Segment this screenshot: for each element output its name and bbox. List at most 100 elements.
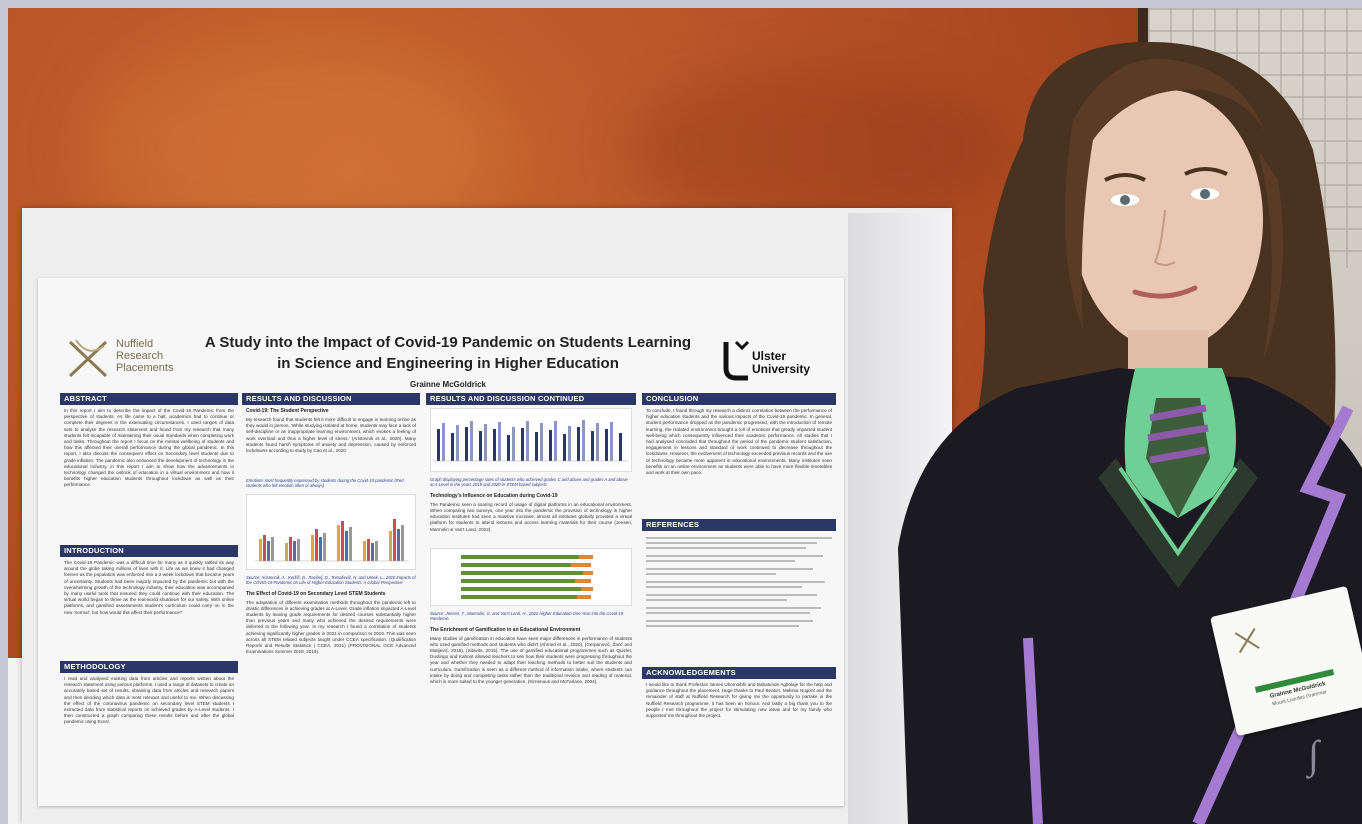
- abstract-heading: ABSTRACT: [60, 393, 238, 405]
- chart-bar: [345, 530, 348, 561]
- nuffield-logo: Nuffield Research Placements: [66, 336, 196, 382]
- mouth: [1132, 285, 1198, 299]
- chart-bar: [461, 586, 581, 591]
- title-line-2: in Science and Engineering in Higher Edu…: [277, 355, 619, 372]
- photo-frame: Nuffield Research Placements A Study int…: [8, 8, 1362, 824]
- acknowledgements-body: I would like to thank Professor James Uh…: [646, 682, 832, 719]
- poster-author: Grainne McGoldrick: [409, 380, 487, 389]
- chart-bar: [582, 420, 585, 461]
- chart-bar: [577, 427, 580, 461]
- chart-bar: [397, 528, 400, 561]
- chart-bar: [271, 536, 274, 561]
- lapel-stripe: [1023, 637, 1043, 824]
- ulster-text-line: Ulster: [752, 349, 787, 363]
- acknowledgements-heading: ACKNOWLEDGEMENTS: [642, 667, 836, 679]
- platform-chart-source: Source: Jensen, T., Marmolin, G. and Van…: [430, 610, 624, 622]
- chart-bar: [315, 528, 318, 561]
- column-1: ABSTRACT In this report I aim to describ…: [60, 393, 238, 759]
- chart-bar: [512, 427, 515, 461]
- chart-bar: [319, 536, 322, 561]
- chart-bar: [393, 518, 396, 561]
- emotions-chart-svg: [255, 518, 409, 562]
- conclusion-heading: CONCLUSION: [642, 393, 836, 405]
- chart-bar: [285, 542, 288, 561]
- ulster-mark-icon: [723, 340, 750, 381]
- abstract-body: In this report I aim to describe the imp…: [64, 408, 234, 488]
- emotions-chart-bars: [259, 518, 404, 561]
- chart-bar: [367, 538, 370, 561]
- chart-bar: [437, 429, 440, 461]
- results-heading: RESULTS AND DISCUSSION: [242, 393, 420, 405]
- results-subheading-2: The Effect of Covid-19 on Secondary Leve…: [246, 590, 386, 597]
- chart-bar: [579, 554, 593, 559]
- student-uniform: ∫: [898, 368, 1362, 824]
- emotions-chart: [246, 493, 416, 570]
- chart-bar: [297, 538, 300, 561]
- gamification-body: Many studies of gamification in educatio…: [430, 635, 632, 685]
- chart-bar: [293, 540, 296, 561]
- chart-bar: [259, 538, 262, 561]
- conclusion-body: To conclude, I found through my research…: [646, 408, 832, 476]
- chart-bar: [349, 526, 352, 561]
- chart-bar: [311, 534, 314, 561]
- chart-bar: [461, 594, 577, 599]
- chart-bar: [581, 586, 593, 591]
- chart-bar: [571, 562, 591, 567]
- research-poster: Nuffield Research Placements A Study int…: [38, 278, 844, 806]
- chart-bar: [461, 578, 575, 583]
- crest-icon: ∫: [1305, 732, 1322, 779]
- chart-bar: [484, 424, 487, 461]
- chart-bar: [267, 540, 270, 561]
- ulster-logo: Ulster University: [722, 338, 832, 384]
- badge-logo-icon: [1234, 628, 1260, 654]
- face: [1073, 90, 1263, 350]
- column-2: RESULTS AND DISCUSSION Covid-19: The Stu…: [242, 393, 420, 697]
- grades-chart: [430, 408, 632, 472]
- grades-chart-bars: [437, 420, 622, 461]
- platform-chart: [430, 547, 632, 606]
- chart-bar: [442, 423, 445, 461]
- jumper: [1098, 458, 1258, 588]
- chart-bar: [337, 524, 340, 561]
- chart-bar: [363, 540, 366, 561]
- chart-bar: [479, 431, 482, 461]
- platform-chart-svg: [461, 554, 593, 599]
- chart-bar: [605, 429, 608, 461]
- chart-bar: [461, 562, 571, 567]
- ulster-text-line: University: [752, 362, 811, 376]
- emotions-chart-caption: Emotions most frequently expressed by st…: [246, 478, 404, 489]
- chart-bar: [375, 540, 378, 561]
- methodology-heading: METHODOLOGY: [60, 661, 238, 673]
- grades-chart-svg: [433, 420, 629, 462]
- results-subheading-1: Covid-19: The Student Perspective: [246, 408, 329, 414]
- chart-bar: [371, 542, 374, 561]
- chart-bar: [263, 534, 266, 561]
- chart-bar: [493, 429, 496, 461]
- nuffield-mark-icon: [68, 339, 108, 378]
- chart-bar: [563, 434, 566, 461]
- introduction-body: The Covid-19 Pandemic was a difficult ti…: [64, 560, 234, 615]
- results-body-2: The adaptation of different examination …: [246, 599, 416, 655]
- chart-bar: [575, 578, 591, 583]
- chart-bar: [591, 431, 594, 461]
- chart-bar: [540, 423, 543, 461]
- name-badge: Grainne McGoldrick Mount Lourdes Grammar: [1210, 585, 1362, 737]
- results-body-1: My research found that students felt it …: [246, 417, 416, 454]
- chart-bar: [507, 435, 510, 461]
- chart-bar: [521, 428, 524, 461]
- chart-bar: [461, 554, 579, 559]
- chart-bar: [470, 421, 473, 461]
- logo-text-line: Nuffield: [116, 338, 154, 350]
- references-heading: REFERENCES: [642, 519, 836, 531]
- chart-bar: [526, 421, 529, 461]
- chart-bar: [389, 530, 392, 561]
- emotions-chart-source: Source: Aristovnik, A., Keržič, D., Ravš…: [246, 574, 416, 586]
- platform-chart-bars: [461, 554, 593, 599]
- chart-bar: [498, 422, 501, 461]
- column-3: RESULTS AND DISCUSSION CONTINUED: [426, 393, 636, 715]
- title-line-1: A Study into the Impact of Covid-19 Pand…: [204, 334, 692, 351]
- references-list: [642, 531, 836, 667]
- chart-bar: [554, 421, 557, 461]
- introduction-heading: INTRODUCTION: [60, 545, 238, 557]
- logo-text-line: Placements: [116, 362, 174, 374]
